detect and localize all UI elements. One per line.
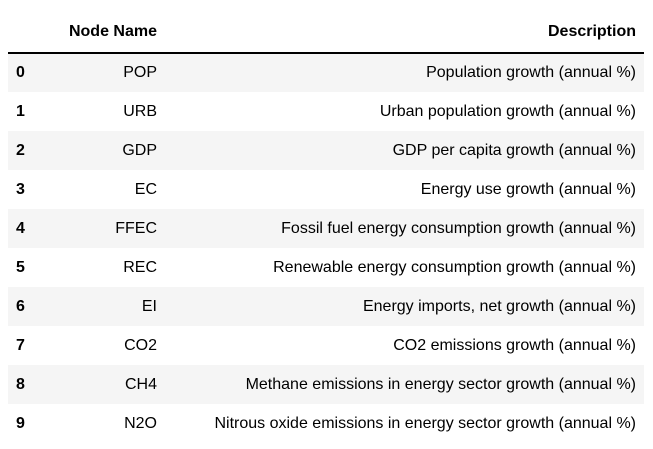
table-row: 8 CH4 Methane emissions in energy sector… (8, 365, 644, 404)
node-name-cell: EC (134, 180, 157, 198)
table-row: 1 URB Urban population growth (annual %) (8, 92, 644, 131)
node-name-cell: CH4 (124, 375, 157, 393)
description-cell: GDP per capita growth (annual %) (392, 141, 636, 159)
table-row: 7 CO2 CO2 emissions growth (annual %) (8, 326, 644, 365)
table-row: 0 POP Population growth (annual %) (8, 53, 644, 92)
description-cell: Renewable energy consumption growth (ann… (273, 258, 636, 276)
header-description: Description (165, 12, 644, 54)
row-index: 2 (16, 141, 25, 159)
node-name-cell: REC (123, 258, 157, 276)
header-index (8, 12, 44, 54)
node-name-cell: POP (123, 64, 157, 81)
node-name-cell: N2O (124, 414, 157, 432)
node-name-cell: CO2 (124, 336, 157, 354)
node-name-cell: GDP (122, 141, 157, 159)
table-header: Node Name Description (8, 12, 644, 54)
table-row: 9 N2O Nitrous oxide emissions in energy … (8, 404, 644, 443)
table-row: 5 REC Renewable energy consumption growt… (8, 248, 644, 287)
node-name-cell: EI (141, 297, 157, 315)
description-cell: Energy imports, net growth (annual %) (362, 297, 636, 315)
description-cell: Methane emissions in energy sector growt… (245, 375, 636, 393)
header-node-name: Node Name (44, 12, 165, 54)
node-name-cell: FFEC (115, 219, 157, 237)
row-index: 1 (16, 102, 25, 120)
table-row: 4 FFEC Fossil fuel energy consumption gr… (8, 209, 644, 248)
row-index: 0 (16, 64, 25, 81)
row-index: 4 (16, 219, 25, 237)
dataframe-output: Node Name Description 0 POP Population g… (8, 12, 644, 443)
row-index: 7 (16, 336, 25, 354)
row-index: 6 (16, 297, 25, 315)
header-row: Node Name Description (8, 12, 644, 54)
node-name-cell: URB (123, 102, 157, 120)
dataframe-table: Node Name Description 0 POP Population g… (8, 12, 644, 443)
table-row: 3 EC Energy use growth (annual %) (8, 170, 644, 209)
table-body: 0 POP Population growth (annual %) 1 URB… (8, 53, 644, 443)
table-row: 2 GDP GDP per capita growth (annual %) (8, 131, 644, 170)
row-index: 5 (16, 258, 25, 276)
row-index: 3 (16, 180, 25, 198)
description-cell: CO2 emissions growth (annual %) (393, 336, 636, 354)
table-row: 6 EI Energy imports, net growth (annual … (8, 287, 644, 326)
description-cell: Fossil fuel energy consumption growth (a… (281, 219, 636, 237)
row-index: 9 (16, 414, 25, 432)
row-index: 8 (16, 375, 25, 393)
description-cell: Energy use growth (annual %) (420, 180, 636, 198)
description-cell: Population growth (annual %) (426, 64, 636, 81)
description-cell: Urban population growth (annual %) (379, 102, 636, 120)
description-cell: Nitrous oxide emissions in energy sector… (214, 414, 636, 432)
